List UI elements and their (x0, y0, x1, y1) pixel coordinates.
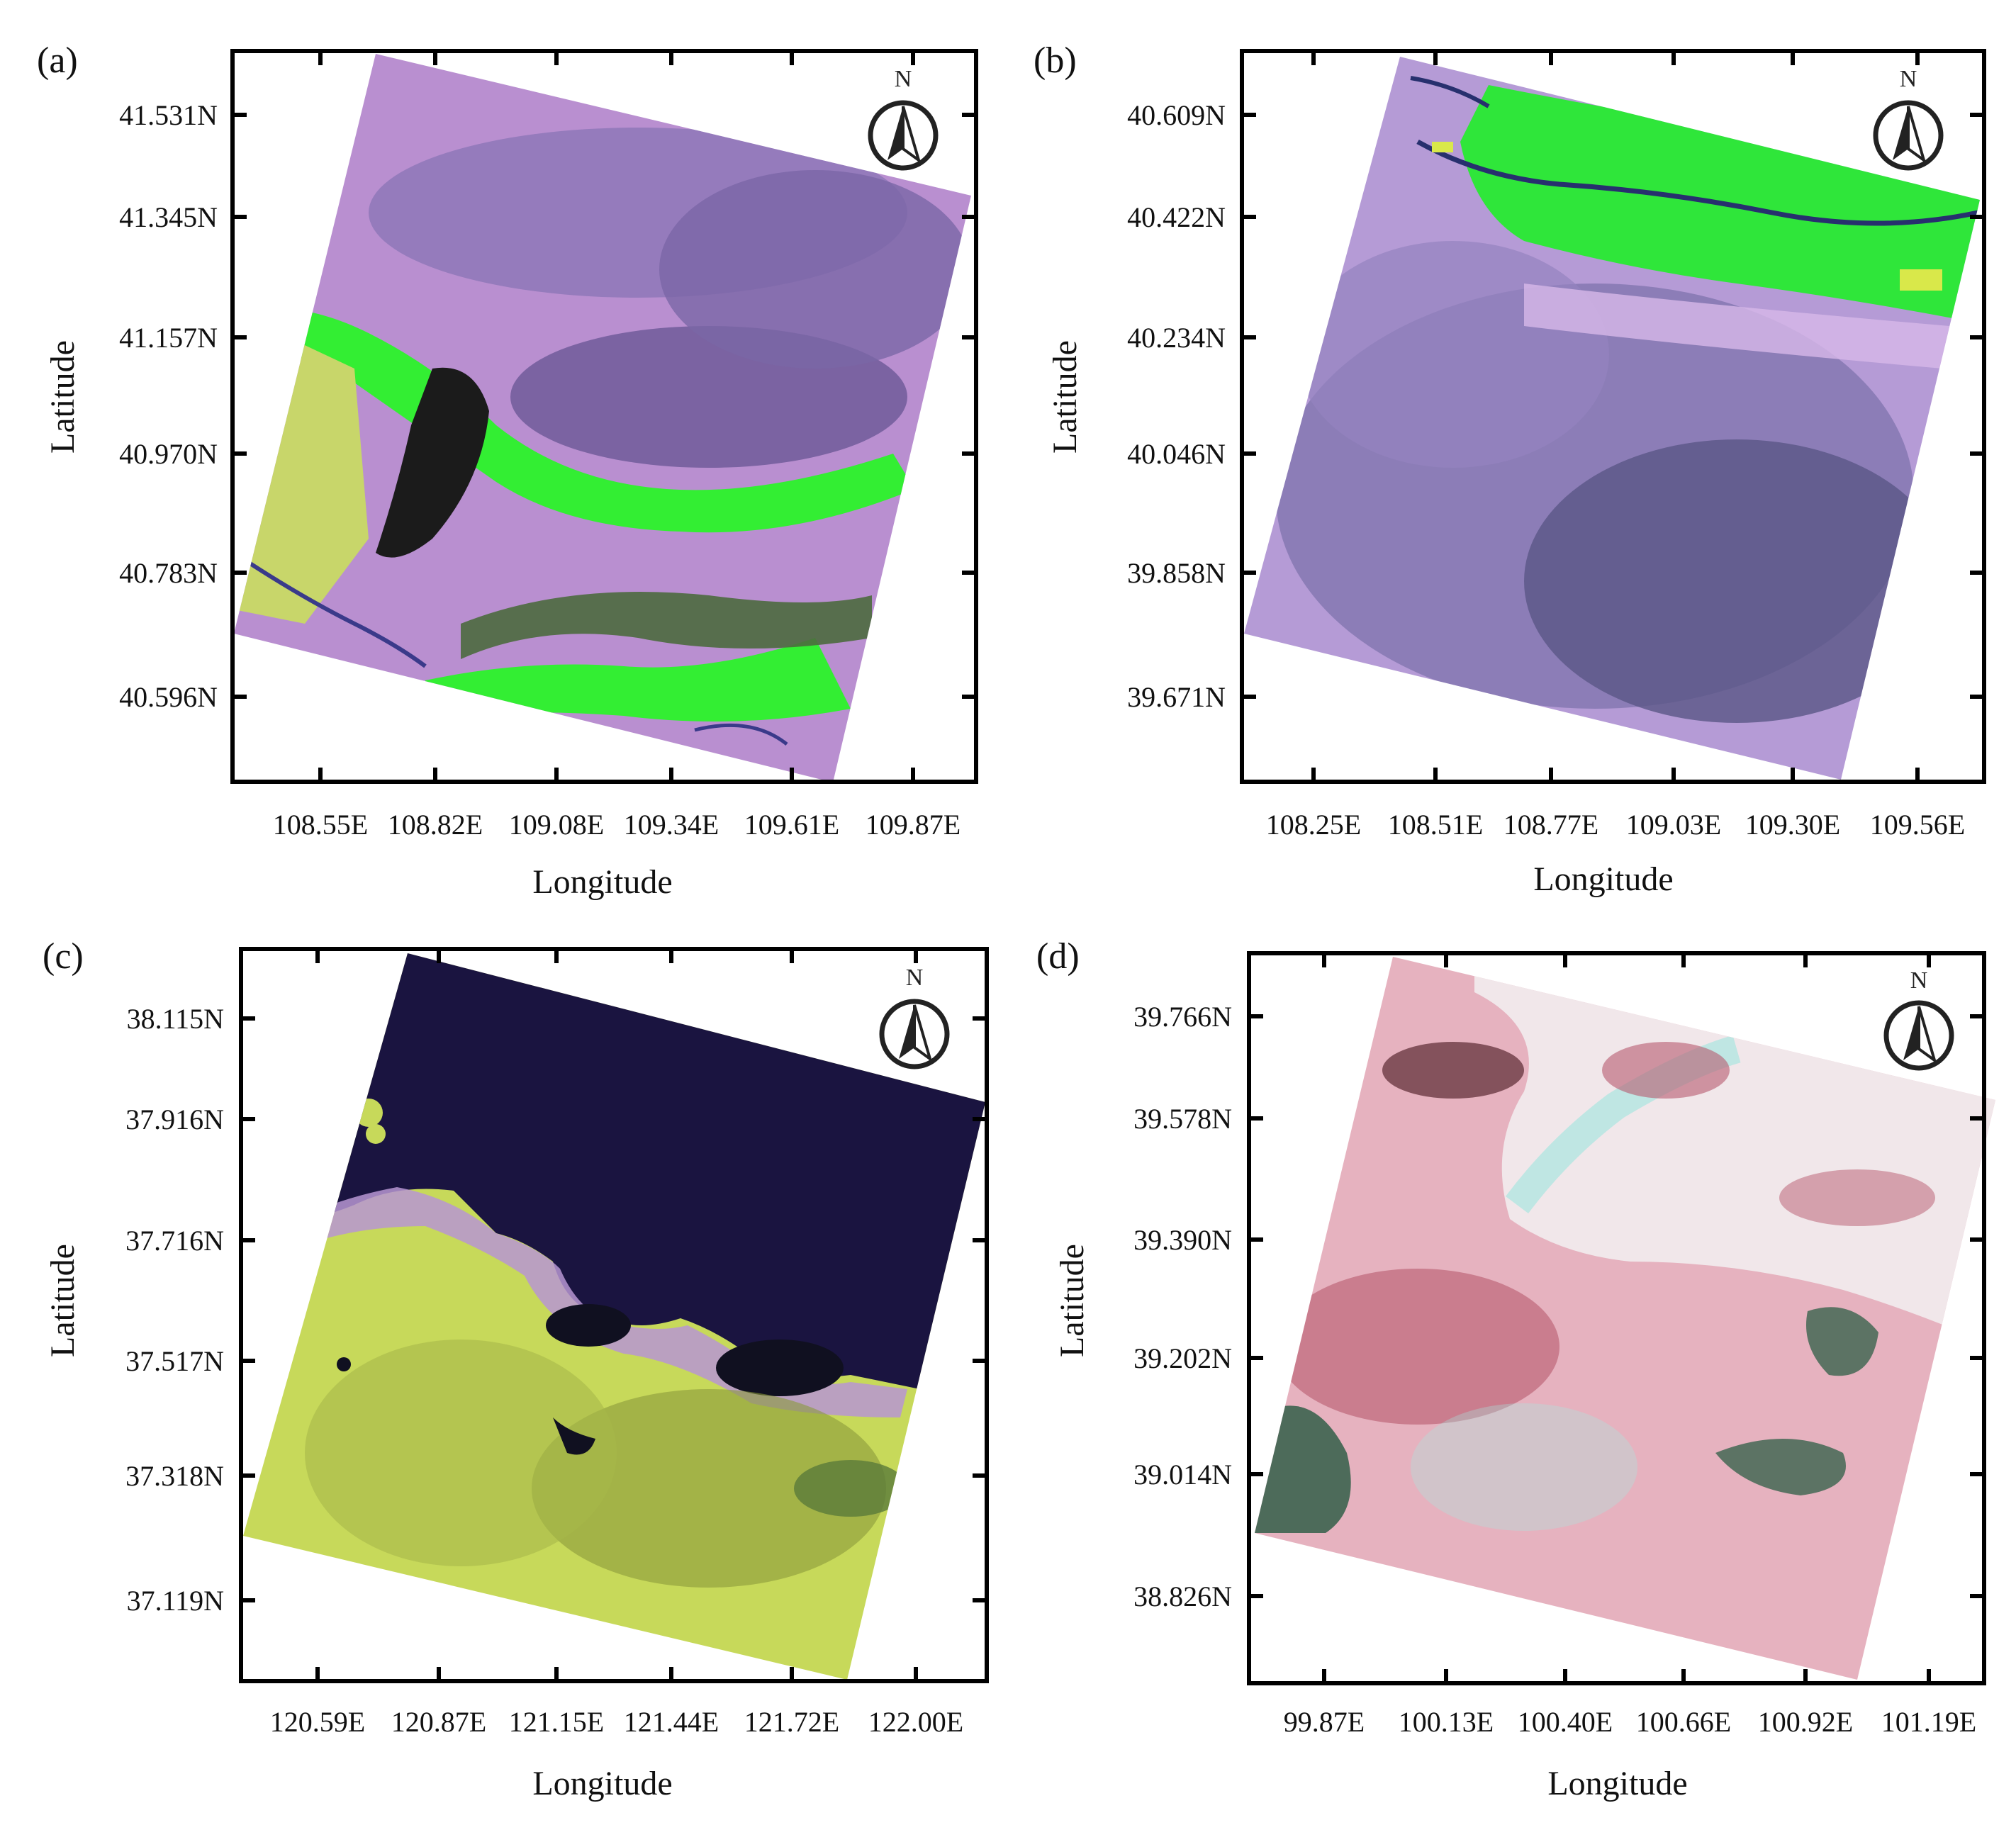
y-axis-title: Latitude (44, 1244, 82, 1357)
lat-tick-label: 40.596N (119, 681, 218, 713)
lon-tick-label: 121.44E (624, 1706, 719, 1738)
lon-tick-label: 120.87E (391, 1706, 486, 1738)
lon-tick-label: 100.92E (1758, 1706, 1853, 1738)
x-axis: 108.25E 108.51E 108.77E 109.03E 109.30E … (1266, 51, 1965, 898)
lat-tick-label: 39.671N (1127, 681, 1226, 713)
map-frame (1247, 951, 1986, 1685)
lat-tick-label: 40.234N (1127, 322, 1226, 354)
north-arrow: N (879, 965, 950, 1069)
lat-tick-label: 39.766N (1133, 1001, 1232, 1033)
x-axis-title: Longitude (1547, 1765, 1687, 1802)
lat-tick-label: 40.783N (119, 557, 218, 589)
north-label: N (1910, 967, 1928, 994)
north-arrow: N (868, 66, 939, 171)
y-axis-title: Latitude (1046, 340, 1084, 454)
north-label: N (906, 965, 924, 991)
y-axis: 40.609N 40.422N 40.234N 40.046N 39.858N … (1046, 99, 1984, 713)
lon-tick-label: 109.61E (744, 809, 839, 841)
x-axis-title: Longitude (532, 863, 672, 901)
lon-tick-label: 109.30E (1745, 809, 1840, 841)
lon-tick-label: 109.08E (509, 809, 604, 841)
panel-c: (c) N (43, 936, 989, 1802)
lat-tick-label: 38.115N (127, 1003, 224, 1035)
north-arrow: N (1873, 66, 1944, 171)
compass-icon (868, 100, 939, 171)
north-arrow-icon (887, 106, 903, 160)
y-axis: 39.766N 39.578N 39.390N 39.202N 39.014N … (1053, 1001, 1984, 1612)
lon-tick-label: 109.56E (1870, 809, 1965, 841)
north-arrow-icon (1903, 1006, 1919, 1060)
y-axis: 41.531N 41.345N 41.157N 40.970N 40.783N … (44, 99, 976, 713)
compass-icon (879, 999, 950, 1069)
lat-tick-label: 40.422N (1127, 201, 1226, 233)
panel-a: (a) N (37, 40, 978, 901)
satellite-image (1244, 57, 1980, 780)
satellite-image (1255, 957, 1995, 1680)
x-axis-title: Longitude (532, 1765, 672, 1802)
x-axis: 108.55E 108.82E 109.08E 109.34E 109.61E … (273, 51, 961, 901)
satellite-image (243, 953, 985, 1680)
x-axis: 120.59E 120.87E 121.15E 121.44E 121.72E … (270, 949, 963, 1802)
lat-tick-label: 37.916N (125, 1104, 224, 1135)
lat-tick-label: 37.119N (127, 1585, 224, 1617)
map-frame (239, 947, 989, 1683)
lat-tick-label: 39.578N (1133, 1103, 1232, 1135)
lat-tick-label: 38.826N (1133, 1580, 1232, 1612)
lat-tick-label: 39.858N (1127, 557, 1226, 589)
panel-d: (d) N (1036, 936, 1995, 1802)
satellite-image (234, 54, 971, 782)
lat-tick-label: 39.014N (1133, 1459, 1232, 1490)
lat-tick-label: 41.531N (119, 99, 218, 131)
panel-b: (b) N (1034, 40, 1986, 898)
x-axis: 99.87E 100.13E 100.40E 100.66E 100.92E 1… (1284, 953, 1976, 1802)
panel-label: (b) (1034, 40, 1077, 81)
lon-tick-label: 99.87E (1284, 1706, 1365, 1738)
y-axis-title: Latitude (1053, 1244, 1091, 1357)
panel-label: (c) (43, 936, 84, 977)
lat-tick-label: 37.716N (125, 1225, 224, 1257)
lon-tick-label: 122.00E (868, 1706, 963, 1738)
lon-tick-label: 108.25E (1266, 809, 1361, 841)
map-frame (230, 49, 978, 784)
north-arrow: N (1883, 967, 1954, 1071)
lon-tick-label: 100.13E (1399, 1706, 1494, 1738)
panel-label: (d) (1036, 936, 1080, 977)
y-axis-title: Latitude (44, 340, 82, 454)
lon-tick-label: 121.15E (509, 1706, 604, 1738)
panel-label: (a) (37, 40, 78, 81)
lon-tick-label: 109.34E (624, 809, 719, 841)
north-arrow-icon (1893, 106, 1908, 160)
lon-tick-label: 100.40E (1518, 1706, 1613, 1738)
lat-tick-label: 40.970N (119, 438, 218, 470)
lon-tick-label: 108.51E (1388, 809, 1483, 841)
lon-tick-label: 109.87E (866, 809, 961, 841)
north-arrow-icon (899, 1005, 914, 1059)
lon-tick-label: 108.55E (273, 809, 368, 841)
lat-tick-label: 37.517N (125, 1345, 224, 1377)
north-label: N (895, 66, 912, 92)
lat-tick-label: 41.345N (119, 201, 218, 233)
lat-tick-label: 40.609N (1127, 99, 1226, 131)
north-label: N (1900, 66, 1917, 92)
compass-icon (1883, 1000, 1954, 1071)
lon-tick-label: 108.82E (388, 809, 483, 841)
lat-tick-label: 39.390N (1133, 1224, 1232, 1256)
lon-tick-label: 120.59E (270, 1706, 365, 1738)
lat-tick-label: 37.318N (125, 1460, 224, 1492)
lat-tick-label: 41.157N (119, 322, 218, 354)
lat-tick-label: 40.046N (1127, 438, 1226, 470)
lon-tick-label: 108.77E (1503, 809, 1598, 841)
compass-icon (1873, 100, 1944, 171)
lon-tick-label: 101.19E (1881, 1706, 1976, 1738)
lon-tick-label: 109.03E (1626, 809, 1721, 841)
map-frame (1240, 49, 1986, 784)
x-axis-title: Longitude (1533, 860, 1673, 898)
lat-tick-label: 39.202N (1133, 1342, 1232, 1374)
y-axis: 38.115N 37.916N 37.716N 37.517N 37.318N … (44, 1003, 987, 1617)
lon-tick-label: 121.72E (744, 1706, 839, 1738)
lon-tick-label: 100.66E (1636, 1706, 1731, 1738)
